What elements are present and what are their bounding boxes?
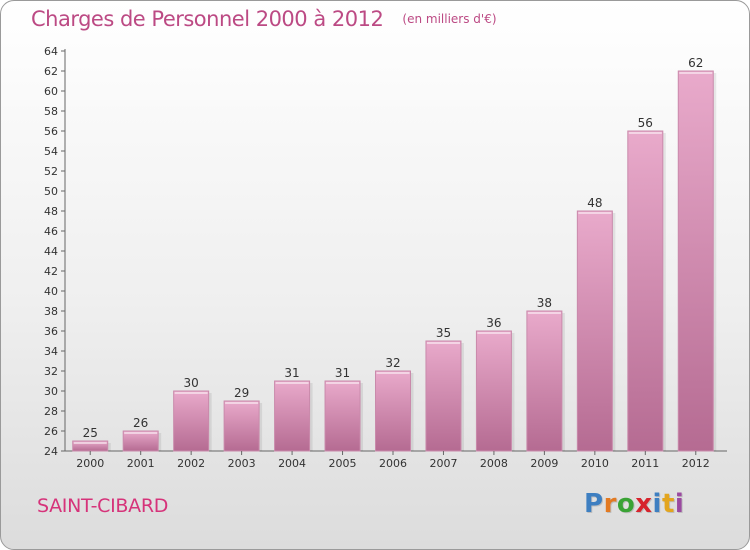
bar-value-label: 56 <box>638 116 653 130</box>
y-tick-label: 34 <box>44 345 58 358</box>
title-row: Charges de Personnel 2000 à 2012 (en mil… <box>31 7 497 31</box>
logo-letter: t <box>661 489 675 519</box>
y-tick-label: 54 <box>44 145 58 158</box>
bar-value-label: 62 <box>688 56 703 70</box>
bar-value-label: 25 <box>83 426 98 440</box>
y-tick-label: 44 <box>44 245 58 258</box>
chart-subtitle: (en milliers d'€) <box>402 12 497 26</box>
x-tick-label: 2006 <box>379 457 407 470</box>
y-tick-label: 62 <box>44 65 58 78</box>
bar-highlight <box>426 342 460 344</box>
x-tick-label: 2001 <box>127 457 155 470</box>
bar <box>425 340 462 452</box>
bar <box>223 400 260 452</box>
logo-letter: P <box>584 489 604 519</box>
bar-value-label: 31 <box>335 366 350 380</box>
bar <box>576 210 613 452</box>
proxiti-logo[interactable]: Proxiti <box>584 489 684 519</box>
chart-title: Charges de Personnel 2000 à 2012 <box>31 7 384 31</box>
logo-letter: x <box>635 489 653 519</box>
y-tick-label: 60 <box>44 85 58 98</box>
bar <box>173 390 210 452</box>
bar-value-label: 29 <box>234 386 249 400</box>
y-tick-label: 36 <box>44 325 58 338</box>
bar <box>627 130 664 452</box>
y-tick-label: 48 <box>44 205 58 218</box>
bar-highlight <box>628 132 662 134</box>
bar-highlight <box>679 72 713 74</box>
y-tick-label: 52 <box>44 165 58 178</box>
x-tick-label: 2007 <box>429 457 457 470</box>
y-tick-label: 64 <box>44 45 58 58</box>
x-tick-label: 2000 <box>76 457 104 470</box>
bar-highlight <box>477 332 511 334</box>
x-tick-label: 2009 <box>530 457 558 470</box>
y-tick-label: 40 <box>44 285 58 298</box>
x-tick-label: 2004 <box>278 457 306 470</box>
x-tick-label: 2011 <box>631 457 659 470</box>
y-tick-label: 32 <box>44 365 58 378</box>
x-tick-label: 2002 <box>177 457 205 470</box>
bar-highlight <box>326 382 360 384</box>
bar <box>324 380 361 452</box>
x-tick-label: 2008 <box>480 457 508 470</box>
bar-highlight <box>124 432 158 434</box>
bar <box>526 310 563 452</box>
bar-highlight <box>174 392 208 394</box>
y-tick-label: 26 <box>44 425 58 438</box>
logo-letter: o <box>616 489 636 519</box>
bar-highlight <box>225 402 259 404</box>
x-tick-label: 2005 <box>329 457 357 470</box>
bar-value-label: 32 <box>385 356 400 370</box>
bar-value-label: 30 <box>184 376 199 390</box>
logo-letter: i <box>652 489 662 519</box>
y-tick-label: 28 <box>44 405 58 418</box>
bar-value-label: 36 <box>486 316 501 330</box>
bar-highlight <box>376 372 410 374</box>
y-tick-label: 50 <box>44 185 58 198</box>
x-tick-label: 2010 <box>581 457 609 470</box>
x-tick-label: 2012 <box>682 457 710 470</box>
bar <box>375 370 411 452</box>
bar-value-label: 48 <box>587 196 602 210</box>
y-tick-label: 42 <box>44 265 58 278</box>
y-tick-label: 58 <box>44 105 58 118</box>
bar-value-label: 26 <box>133 416 148 430</box>
bar-highlight <box>527 312 561 314</box>
commune-name: SAINT-CIBARD <box>37 495 169 517</box>
y-tick-label: 38 <box>44 305 58 318</box>
x-tick-label: 2003 <box>228 457 256 470</box>
bar-highlight <box>275 382 309 384</box>
y-tick-label: 30 <box>44 385 58 398</box>
bar-value-label: 38 <box>537 296 552 310</box>
logo-letter: r <box>603 489 617 519</box>
y-tick-label: 46 <box>44 225 58 238</box>
y-tick-label: 24 <box>44 445 58 458</box>
bar <box>475 330 512 452</box>
bar <box>677 70 714 452</box>
bar-highlight <box>73 442 107 444</box>
bar-value-label: 31 <box>284 366 299 380</box>
logo-letter: i <box>674 489 685 519</box>
bar <box>274 380 311 452</box>
bar-highlight <box>578 212 612 214</box>
bar-value-label: 35 <box>436 326 451 340</box>
y-tick-label: 56 <box>44 125 58 138</box>
